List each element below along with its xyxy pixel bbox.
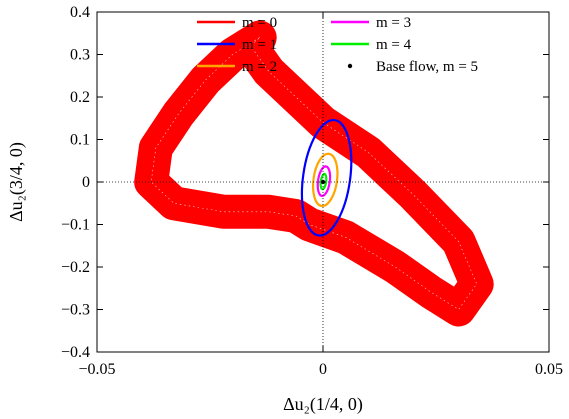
legend-item-base-flow-m-5-marker bbox=[347, 63, 353, 69]
y-tick-label: 0.2 bbox=[70, 89, 90, 106]
series-layer bbox=[134, 20, 494, 327]
y-tick-label: 0.4 bbox=[70, 4, 90, 21]
y-tick-label: 0.1 bbox=[70, 132, 90, 149]
y-tick-label: −0.4 bbox=[61, 344, 90, 361]
legend-item-base-flow-m-5-label: Base flow, m = 5 bbox=[376, 59, 478, 75]
x-axis-label: Δu₂(1/4, 0) bbox=[283, 394, 363, 415]
x-tick-label: 0 bbox=[319, 361, 327, 378]
series-m-1-loop bbox=[300, 118, 353, 237]
x-tick-label: 0.05 bbox=[535, 361, 563, 378]
y-tick-label: −0.2 bbox=[61, 259, 90, 276]
legend: m = 0 m = 1 m = 2 m = 3 m = 4 Base flow, m = … bbox=[197, 15, 478, 75]
y-axis-label: Δu₂(3/4, 0) bbox=[6, 142, 27, 222]
series-m-2-loop bbox=[311, 152, 339, 208]
series-m-4-loop bbox=[319, 172, 328, 191]
legend-item-m-3-label: m = 3 bbox=[376, 15, 411, 31]
series-m-0-band bbox=[134, 20, 494, 327]
series-m-3-loop bbox=[316, 165, 332, 198]
legend-item-m-1-label: m = 1 bbox=[242, 37, 277, 53]
zero-lines bbox=[97, 12, 549, 352]
legend-item-m-4-label: m = 4 bbox=[376, 37, 412, 53]
y-tick-label: −0.1 bbox=[61, 217, 90, 234]
legend-item-m-0-label: m = 0 bbox=[242, 15, 277, 31]
legend-item-m-2-label: m = 2 bbox=[242, 59, 277, 75]
y-tick-label: −0.3 bbox=[61, 302, 90, 319]
x-tick-label: −0.05 bbox=[78, 361, 115, 378]
tick-layer: −0.05 0 0.05 −0.4 −0.3 −0.2 −0.1 0 0.1 0.2 0.3 0.4 bbox=[61, 4, 563, 378]
y-tick-label: 0.3 bbox=[70, 47, 90, 64]
y-tick-label: 0 bbox=[82, 174, 90, 191]
